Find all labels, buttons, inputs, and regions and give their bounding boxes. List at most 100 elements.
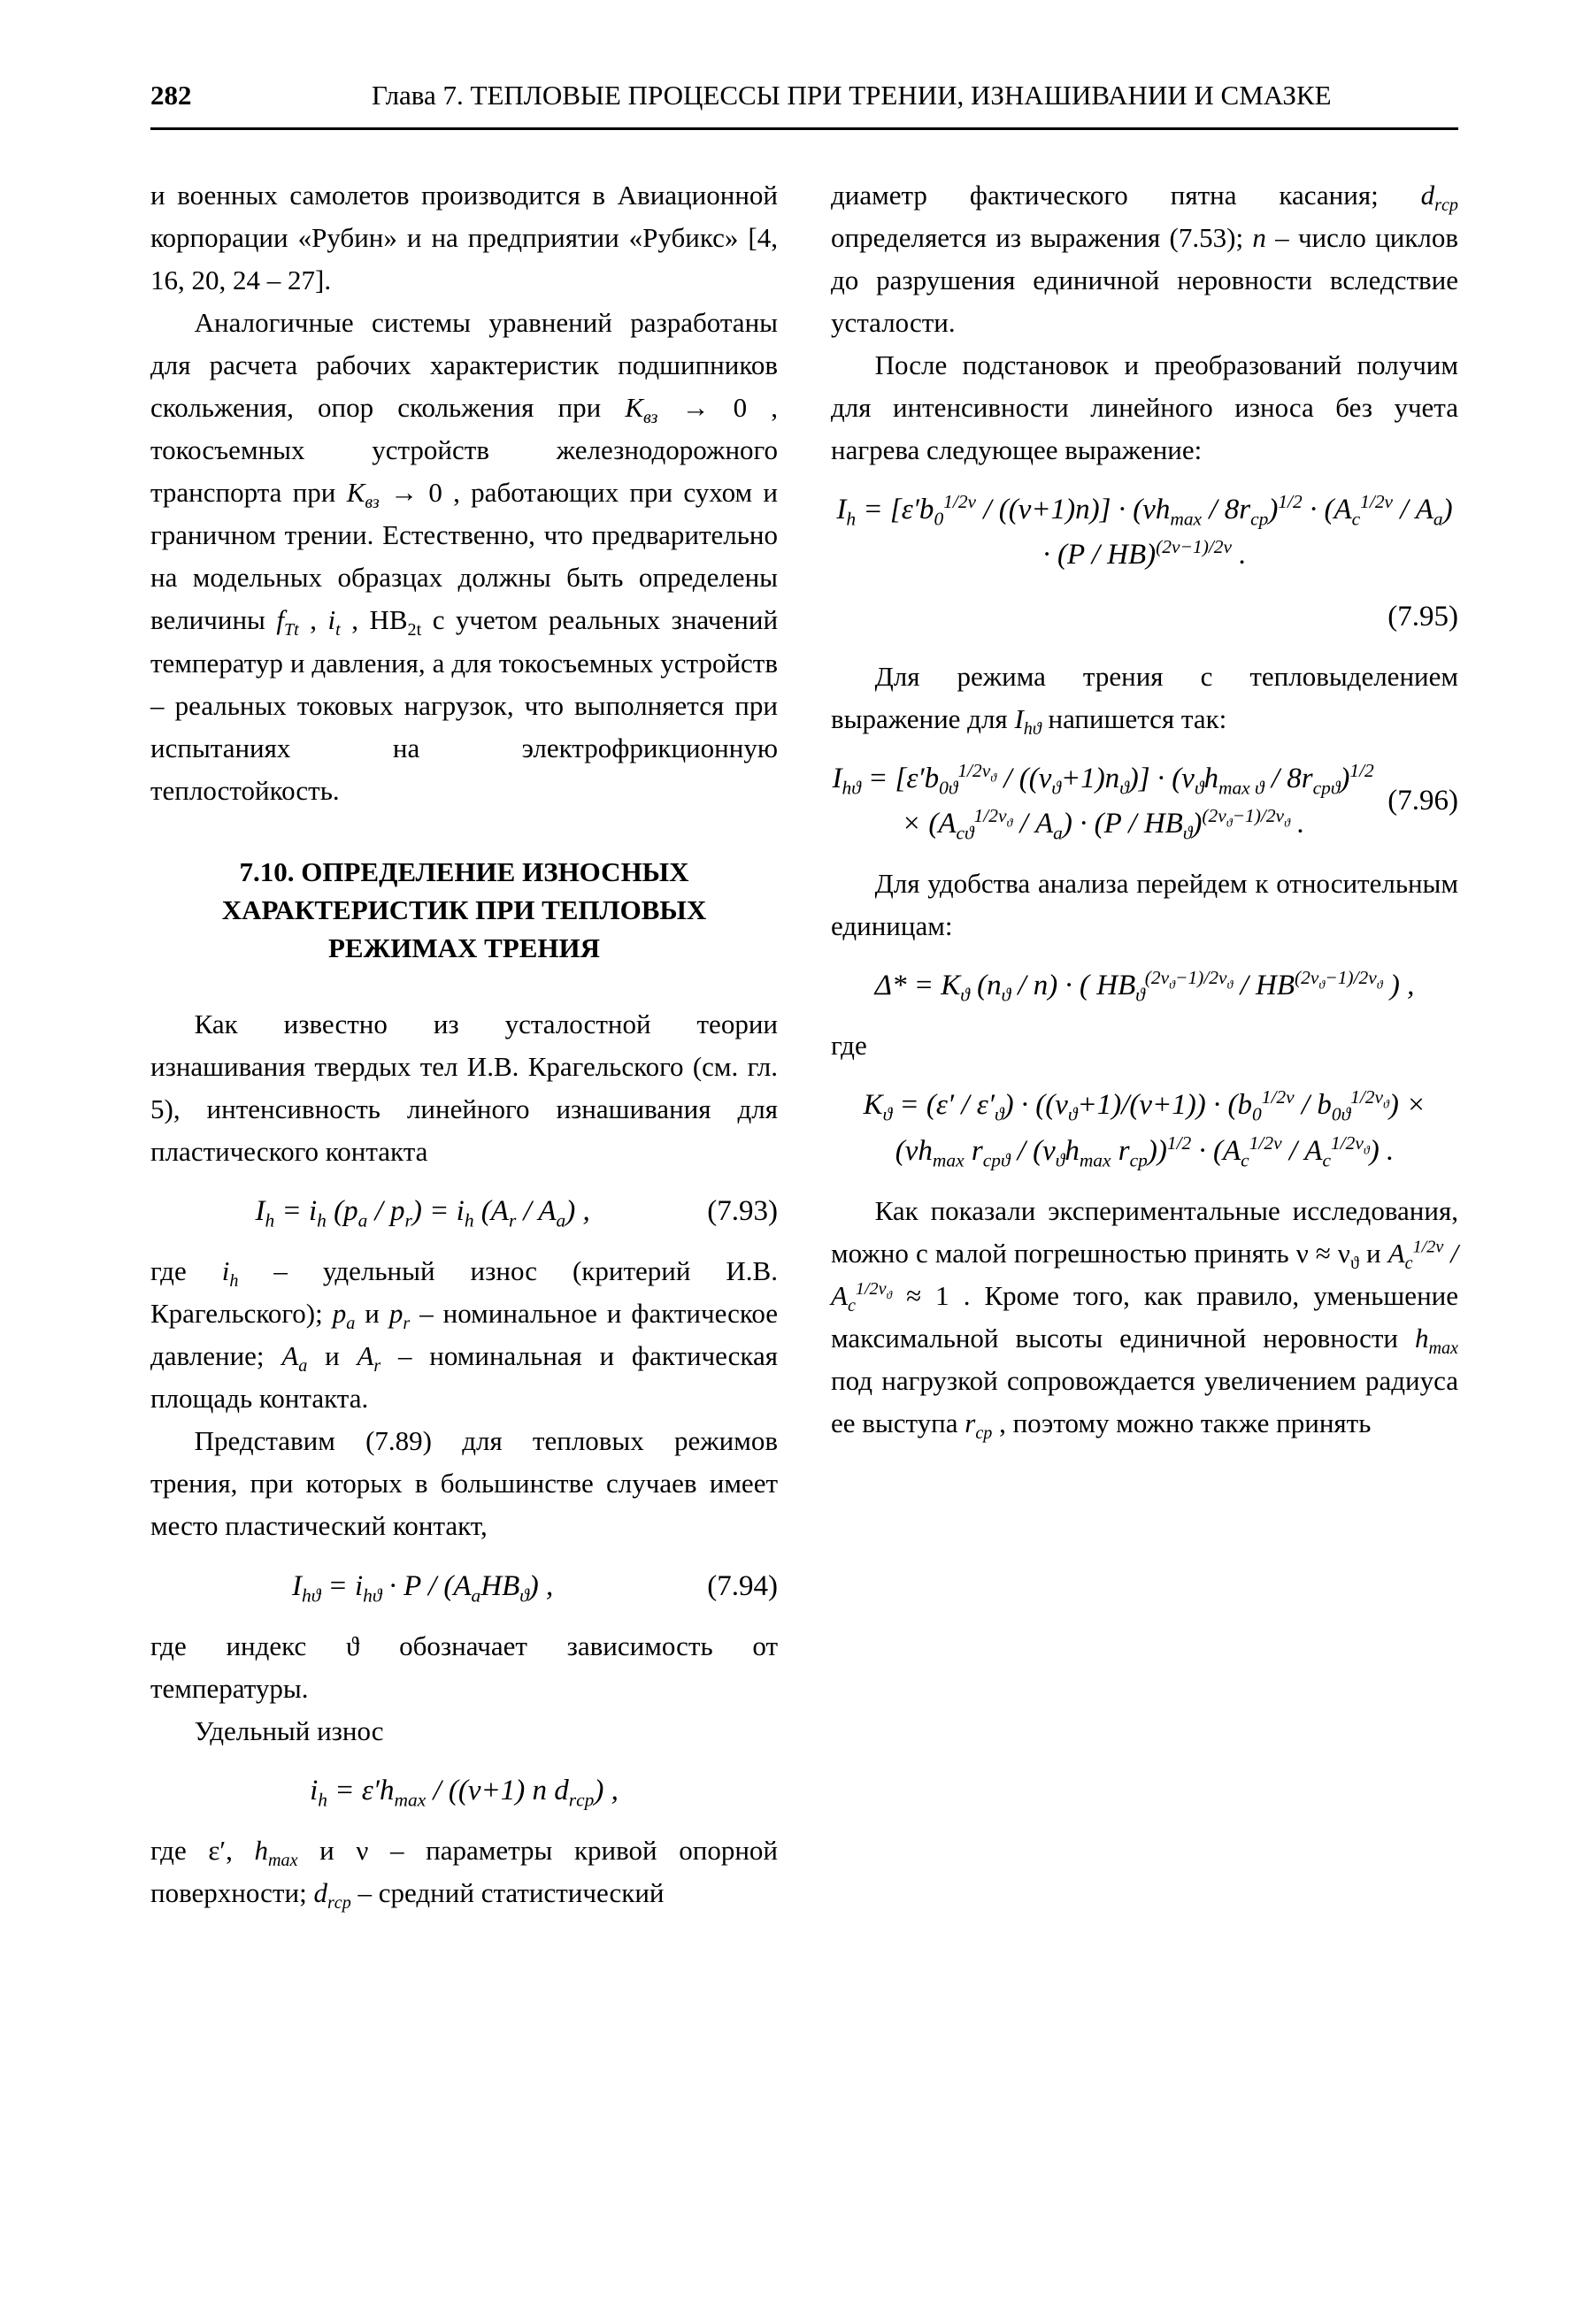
sym-Ar: Ar — [357, 1340, 380, 1371]
sym-K2: K — [347, 477, 365, 508]
sym-drcp: drср — [313, 1877, 350, 1908]
sym-drcp-r-d: d — [1421, 180, 1435, 211]
para-r1: диаметр фактического пятна касания; drср… — [831, 174, 1458, 344]
l4-c: и — [365, 1298, 389, 1329]
hb2t-sub: 2t — [408, 621, 422, 640]
para-r4: Для удобства анализа перейдем к относите… — [831, 863, 1458, 947]
formula-7-95-num-row: (7.95) — [831, 594, 1458, 640]
sym-K2-sub: вз — [365, 494, 379, 513]
formula-delta-body: Δ* = Kϑ (nϑ / n) · ( HBϑ(2νϑ−1)/2νϑ / HB… — [831, 963, 1458, 1009]
para-l4: где ih – удельный износ (критерий И.В. К… — [150, 1250, 778, 1420]
sym-ih: ih — [222, 1255, 239, 1286]
formula-7-93: Ih = ih (pa / pr) = ih (Ar / Aa) , (7.93… — [150, 1189, 778, 1234]
sym-rcp-r: r — [965, 1407, 975, 1438]
r6-b: и — [1366, 1238, 1388, 1269]
sym-hmax-h: h — [254, 1835, 268, 1866]
sym-hmax-l: hmax — [254, 1835, 297, 1866]
r6-sub9: ϑ — [1350, 1254, 1359, 1273]
sym-rcp: rср — [965, 1407, 992, 1438]
formula-7-96-number: (7.96) — [1387, 779, 1458, 824]
formula-k9: Kϑ = (ε′ / ε′ϑ) · ((νϑ+1)/(ν+1)) · (b01/… — [831, 1083, 1458, 1173]
formula-7-95-number: (7.95) — [1387, 594, 1458, 640]
para-l7: Удельный износ — [150, 1710, 778, 1753]
column-right: диаметр фактического пятна касания; drср… — [831, 174, 1458, 1914]
sym-drcp-d: d — [313, 1877, 327, 1908]
para-r6: Как показали экспериментальные исследова… — [831, 1190, 1458, 1445]
sym-hmax-r-sub: max — [1428, 1338, 1458, 1358]
formula-7-96-body: Ihϑ = [ε′b0ϑ1/2νϑ / ((νϑ+1)nϑ)] · (νϑhma… — [831, 756, 1375, 847]
sym-Aa: Aa — [281, 1340, 307, 1371]
formula-7-94-body: Ihϑ = ihϑ · P / (AaHBϑ) , — [150, 1564, 695, 1609]
comma2: , HB — [351, 604, 407, 635]
sym-hmax-r: hmax — [1415, 1323, 1458, 1354]
l8-c: – средний статистический — [358, 1877, 665, 1908]
formula-delta: Δ* = Kϑ (nϑ / n) · ( HBϑ(2νϑ−1)/2νϑ / HB… — [831, 963, 1458, 1009]
sym-pa: pa — [333, 1298, 356, 1329]
l8-a: где ε′, — [150, 1835, 254, 1866]
r3-b: напишется так: — [1048, 703, 1226, 734]
sym-i: i — [328, 604, 336, 635]
r1-a: диаметр фактического пятна касания; — [831, 180, 1421, 211]
sym-K1: K — [625, 392, 643, 423]
para-r2: После подстановок и преобразований получ… — [831, 344, 1458, 472]
para-r5: где — [831, 1024, 1458, 1067]
sym-rcp-sub: ср — [975, 1423, 992, 1443]
sym-i-sub: t — [335, 621, 341, 640]
sym-ih-sub: h — [229, 1271, 238, 1291]
para-r3: Для режима трения с тепловыделением выра… — [831, 656, 1458, 740]
section-title-7-10: 7.10. ОПРЕДЕЛЕНИЕ ИЗНОСНЫХ ХАРАКТЕРИСТИК… — [177, 853, 751, 968]
sym-hmax-sub: max — [268, 1851, 298, 1870]
sym-pr-sub: r — [403, 1314, 410, 1333]
top-rule — [150, 127, 1458, 130]
sym-Kvz1: Kвз — [625, 392, 657, 423]
sym-Ih9-sub: hϑ — [1024, 719, 1041, 739]
r6-e: , поэтому можно также принять — [999, 1407, 1371, 1438]
r6-c: ≈ 1 . Кроме того, как правило, уменьшени… — [831, 1280, 1458, 1354]
para-l2: Аналогичные системы уравнений разработан… — [150, 302, 778, 812]
sym-hmax-r-h: h — [1415, 1323, 1429, 1354]
r1-b: определяется из выражения (7.53); — [831, 222, 1252, 253]
para-l1: и военных самолетов производится в Авиац… — [150, 174, 778, 302]
chapter-title-running: Глава 7. ТЕПЛОВЫЕ ПРОЦЕССЫ ПРИ ТРЕНИИ, И… — [245, 80, 1459, 111]
sym-Ih9: Ihϑ — [1014, 703, 1041, 734]
sym-pa-p: p — [333, 1298, 347, 1329]
formula-7-94: Ihϑ = ihϑ · P / (AaHBϑ) , (7.94) — [150, 1564, 778, 1609]
sym-Kvz2: Kвз — [347, 477, 380, 508]
sym-Ar-A: A — [357, 1340, 373, 1371]
formula-7-93-number: (7.93) — [707, 1189, 778, 1234]
formula-ih: ih = ε′hmax / ((ν+1) n drср) , — [150, 1768, 778, 1814]
para-l6: где индекс ϑ обозначает зависимость от т… — [150, 1625, 778, 1710]
sym-Aa-sub: a — [298, 1356, 307, 1376]
sym-f-sub: Tt — [284, 621, 299, 640]
formula-k9-body: Kϑ = (ε′ / ε′ϑ) · ((νϑ+1)/(ν+1)) · (b01/… — [831, 1083, 1458, 1173]
page-number: 282 — [150, 80, 192, 111]
para-l5: Представим (7.89) для тепловых режимов т… — [150, 1420, 778, 1547]
sym-K1-sub: вз — [643, 408, 657, 427]
column-left: и военных самолетов производится в Авиац… — [150, 174, 778, 1914]
running-head: 282 Глава 7. ТЕПЛОВЫЕ ПРОЦЕССЫ ПРИ ТРЕНИ… — [150, 80, 1458, 111]
sym-fTt: fTt — [276, 604, 298, 635]
formula-7-94-number: (7.94) — [707, 1564, 778, 1609]
sym-Ih9-I: I — [1014, 703, 1023, 734]
sym-n: n — [1252, 222, 1266, 253]
formula-ih-body: ih = ε′hmax / ((ν+1) n drср) , — [150, 1768, 778, 1814]
para-l8: где ε′, hmax и ν – параметры кривой опор… — [150, 1829, 778, 1914]
formula-7-95: Ih = [ε′b01/2ν / ((ν+1)n)] · (νhmax / 8r… — [831, 487, 1458, 578]
sym-pr-p: p — [389, 1298, 404, 1329]
l4-e: и — [325, 1340, 357, 1371]
r6-a: Как показали экспериментальные исследова… — [831, 1195, 1458, 1269]
formula-7-96: Ihϑ = [ε′b0ϑ1/2νϑ / ((νϑ+1)nϑ)] · (νϑhma… — [831, 756, 1458, 847]
sym-drcp-sub: rср — [327, 1893, 351, 1913]
sym-drcp-r-sub: rср — [1434, 196, 1458, 215]
sym-Aa-A: A — [281, 1340, 298, 1371]
sym-drcp-r: drср — [1421, 180, 1458, 211]
formula-7-95-body: Ih = [ε′b01/2ν / ((ν+1)n)] · (νhmax / 8r… — [831, 487, 1458, 578]
text-columns: и военных самолетов производится в Авиац… — [150, 174, 1458, 1914]
page: 282 Глава 7. ТЕПЛОВЫЕ ПРОЦЕССЫ ПРИ ТРЕНИ… — [0, 0, 1591, 2324]
sym-it: it — [328, 604, 341, 635]
sym-pr: pr — [389, 1298, 410, 1329]
para-l3: Как известно из усталостной теории изнаш… — [150, 1003, 778, 1173]
sym-f: f — [276, 604, 284, 635]
comma1: , — [310, 604, 327, 635]
l4-a: где — [150, 1255, 222, 1286]
